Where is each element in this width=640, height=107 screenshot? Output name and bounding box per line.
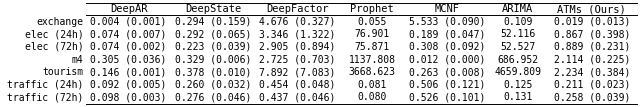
Text: 0.080: 0.080 (357, 92, 387, 103)
Text: 0.258 (0.039): 0.258 (0.039) (554, 92, 630, 103)
Text: 0.074 (0.002): 0.074 (0.002) (90, 42, 166, 52)
Text: 686.952: 686.952 (497, 55, 538, 65)
Text: 2.114 (0.225): 2.114 (0.225) (554, 55, 630, 65)
Text: 5.533 (0.090): 5.533 (0.090) (408, 17, 485, 27)
Text: exchange: exchange (36, 17, 84, 27)
Text: 0.263 (0.008): 0.263 (0.008) (408, 67, 485, 77)
Text: 0.329 (0.006): 0.329 (0.006) (175, 55, 251, 65)
Text: 3668.623: 3668.623 (349, 67, 396, 77)
Text: 0.867 (0.398): 0.867 (0.398) (554, 29, 630, 39)
Text: 0.189 (0.047): 0.189 (0.047) (408, 29, 485, 39)
Text: Prophet: Prophet (350, 4, 394, 14)
Text: 1137.808: 1137.808 (349, 55, 396, 65)
Text: DeepFactor: DeepFactor (266, 4, 329, 14)
Text: 2.234 (0.384): 2.234 (0.384) (554, 67, 630, 77)
Text: 0.081: 0.081 (357, 80, 387, 90)
Text: 0.012 (0.000): 0.012 (0.000) (408, 55, 485, 65)
Text: 0.146 (0.001): 0.146 (0.001) (90, 67, 166, 77)
Text: DeepState: DeepState (185, 4, 241, 14)
Text: 3.346 (1.322): 3.346 (1.322) (259, 29, 335, 39)
Text: 0.074 (0.007): 0.074 (0.007) (90, 29, 166, 39)
Text: 52.116: 52.116 (500, 29, 536, 39)
Text: elec (24h): elec (24h) (25, 29, 84, 39)
Text: 0.260 (0.032): 0.260 (0.032) (175, 80, 251, 90)
Text: 0.526 (0.101): 0.526 (0.101) (408, 92, 485, 103)
Text: 0.125: 0.125 (503, 80, 532, 90)
Text: elec (72h): elec (72h) (25, 42, 84, 52)
Text: 0.004 (0.001): 0.004 (0.001) (90, 17, 166, 27)
Text: 0.308 (0.092): 0.308 (0.092) (408, 42, 485, 52)
Text: 0.055: 0.055 (357, 17, 387, 27)
Text: 0.506 (0.121): 0.506 (0.121) (408, 80, 485, 90)
Text: traffic (72h): traffic (72h) (7, 92, 84, 103)
Text: 76.901: 76.901 (355, 29, 390, 39)
Text: 75.871: 75.871 (355, 42, 390, 52)
Text: m4: m4 (72, 55, 84, 65)
Text: 52.527: 52.527 (500, 42, 536, 52)
Text: 0.109: 0.109 (503, 17, 532, 27)
Text: 0.019 (0.013): 0.019 (0.013) (554, 17, 630, 27)
Text: 4.676 (0.327): 4.676 (0.327) (259, 17, 335, 27)
Text: DeepAR: DeepAR (110, 4, 147, 14)
Text: 0.292 (0.065): 0.292 (0.065) (175, 29, 251, 39)
Text: 0.092 (0.005): 0.092 (0.005) (90, 80, 166, 90)
Text: 2.725 (0.703): 2.725 (0.703) (259, 55, 335, 65)
Text: traffic (24h): traffic (24h) (7, 80, 84, 90)
Text: 0.276 (0.046): 0.276 (0.046) (175, 92, 251, 103)
Text: ARIMA: ARIMA (502, 4, 534, 14)
Text: 0.437 (0.046): 0.437 (0.046) (259, 92, 335, 103)
Text: 0.131: 0.131 (503, 92, 532, 103)
Text: 0.223 (0.039): 0.223 (0.039) (175, 42, 251, 52)
Text: 0.305 (0.036): 0.305 (0.036) (90, 55, 166, 65)
Text: tourism: tourism (43, 67, 84, 77)
Text: 0.211 (0.023): 0.211 (0.023) (554, 80, 630, 90)
Text: 0.378 (0.010): 0.378 (0.010) (175, 67, 251, 77)
Text: 0.098 (0.003): 0.098 (0.003) (90, 92, 166, 103)
Text: 0.454 (0.048): 0.454 (0.048) (259, 80, 335, 90)
Text: 0.889 (0.231): 0.889 (0.231) (554, 42, 630, 52)
Text: 2.905 (0.894): 2.905 (0.894) (259, 42, 335, 52)
Text: 4659.809: 4659.809 (494, 67, 541, 77)
Text: 7.892 (7.083): 7.892 (7.083) (259, 67, 335, 77)
Text: 0.294 (0.159): 0.294 (0.159) (175, 17, 251, 27)
Text: ATMs (Ours): ATMs (Ours) (557, 4, 626, 14)
Text: MCNF: MCNF (434, 4, 460, 14)
